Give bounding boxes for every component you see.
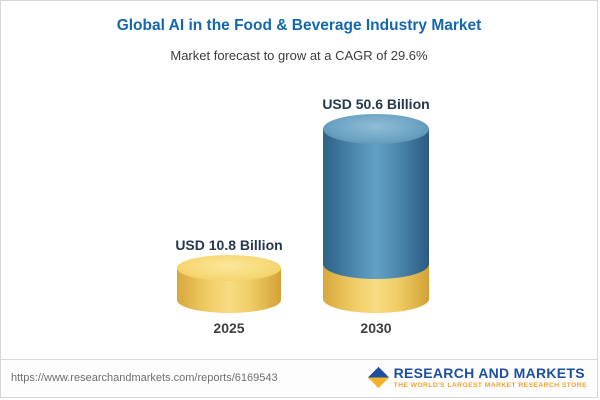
brand-text-block: RESEARCH AND MARKETS THE WORLD'S LARGEST… — [394, 365, 587, 390]
bar-2030-body — [323, 129, 429, 279]
brand-logo: RESEARCH AND MARKETS THE WORLD'S LARGEST… — [367, 365, 587, 390]
bar-2025-top-ellipse — [177, 255, 281, 281]
source-url[interactable]: https://www.researchandmarkets.com/repor… — [11, 372, 278, 384]
brand-tagline: THE WORLD'S LARGEST MARKET RESEARCH STOR… — [393, 382, 587, 390]
category-label-2025: 2025 — [213, 320, 245, 336]
chart-title: Global AI in the Food & Beverage Industr… — [116, 17, 482, 34]
bar-2030-cylinder — [323, 114, 429, 313]
bar-2030-top-ellipse — [323, 114, 429, 144]
brand-name: RESEARCH AND MARKETS — [393, 365, 585, 381]
value-label-2025: USD 10.8 Billion — [175, 237, 283, 253]
category-label-2030: 2030 — [360, 320, 392, 336]
chart-subtitle: Market forecast to grow at a CAGR of 29.… — [170, 48, 428, 63]
bar-2025-cylinder — [177, 255, 281, 313]
brand-diamond-icon — [367, 366, 389, 388]
value-label-2030: USD 50.6 Billion — [322, 96, 430, 112]
footer-bar: https://www.researchandmarkets.com/repor… — [1, 359, 597, 397]
